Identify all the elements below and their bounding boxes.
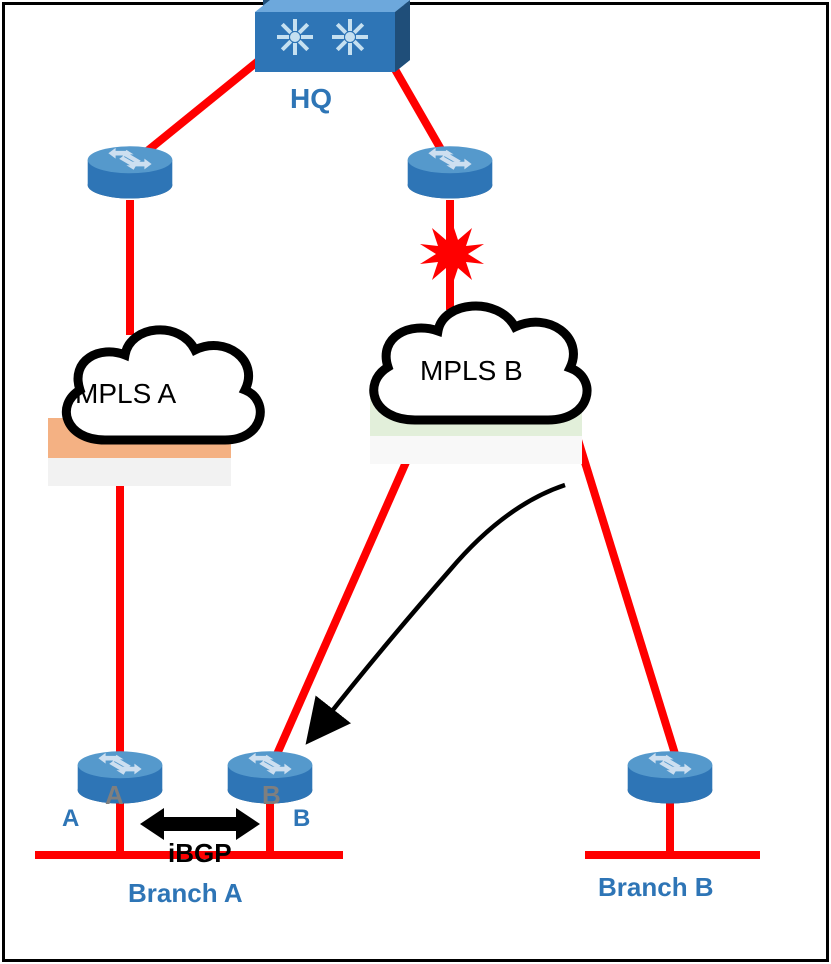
router-b-label: B [293,805,310,833]
ibgp-arrow-icon [140,808,260,840]
hq-switch-icon [255,0,410,82]
router-branch-b-icon [625,745,715,808]
branch-a-label: Branch A [128,878,243,909]
router-hq-right-icon [405,140,495,203]
ibgp-label: iBGP [168,838,232,869]
mpls-a-label: MPLS A [75,378,176,410]
router-b-gray-label: B [262,780,281,811]
router-a-gray-label: A [105,780,124,811]
router-hq-left-icon [85,140,175,203]
branch-b-label: Branch B [598,872,714,903]
router-a-label: A [62,805,79,833]
mpls-b-label: MPLS B [420,355,523,387]
hq-label: HQ [290,83,332,115]
